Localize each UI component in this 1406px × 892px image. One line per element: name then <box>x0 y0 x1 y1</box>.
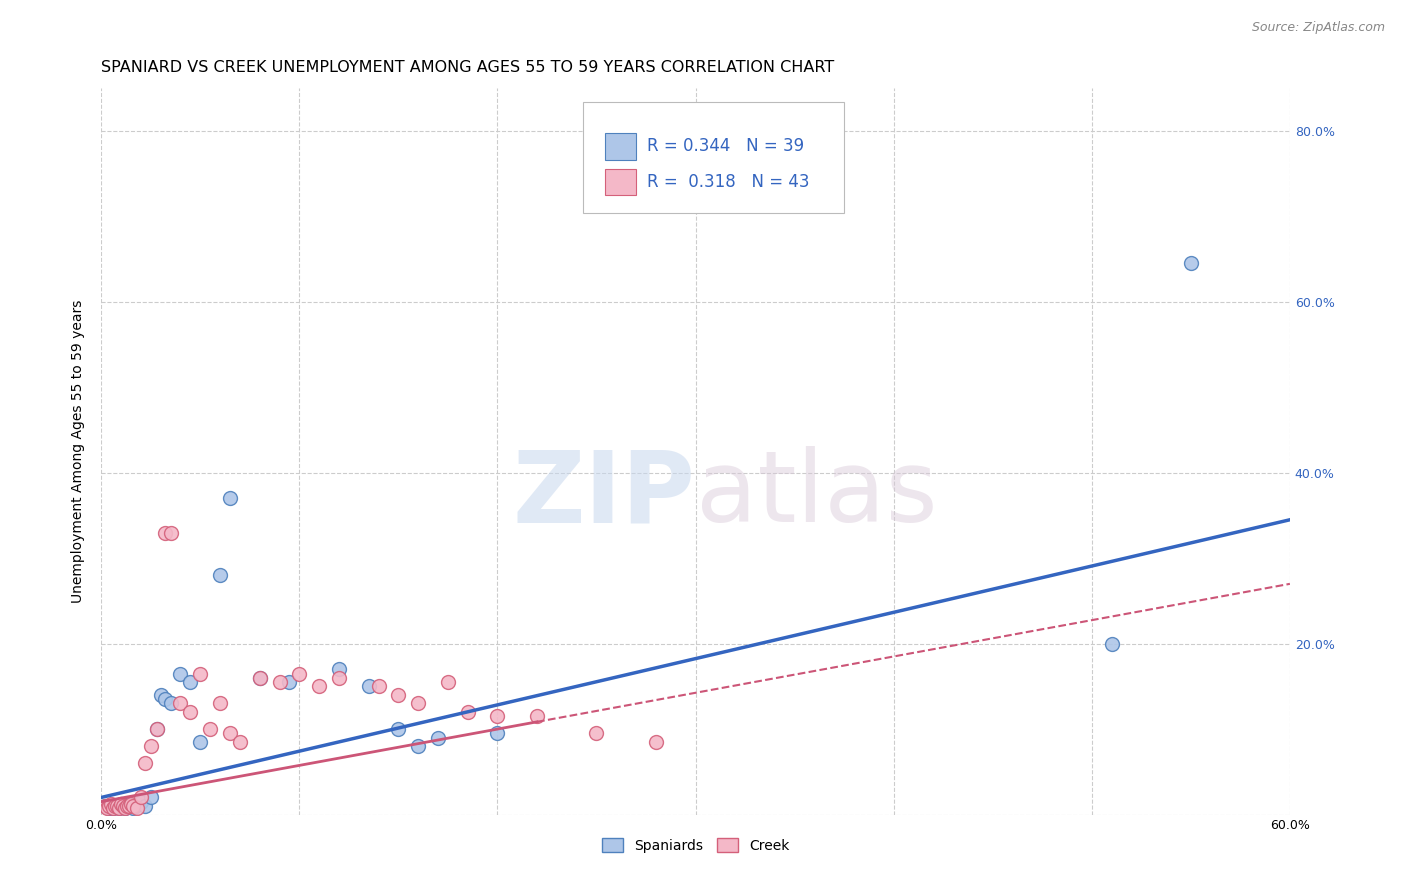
Point <box>134 799 156 814</box>
Point <box>108 800 131 814</box>
Point <box>94 799 117 814</box>
Point <box>1180 256 1202 270</box>
Point <box>134 756 156 771</box>
Point <box>98 799 121 814</box>
Point <box>486 726 509 740</box>
Point <box>122 799 145 814</box>
Point <box>105 799 128 814</box>
Point <box>101 800 124 814</box>
Point <box>129 790 152 805</box>
Point <box>1101 637 1123 651</box>
Text: SPANIARD VS CREEK UNEMPLOYMENT AMONG AGES 55 TO 59 YEARS CORRELATION CHART: SPANIARD VS CREEK UNEMPLOYMENT AMONG AGE… <box>101 60 835 75</box>
Point <box>125 797 148 812</box>
Point <box>96 800 118 814</box>
Text: atlas: atlas <box>696 447 938 543</box>
Point <box>159 697 181 711</box>
Point <box>108 800 131 814</box>
Point <box>328 671 350 685</box>
Point <box>188 666 211 681</box>
Point <box>198 722 221 736</box>
Point <box>169 697 191 711</box>
Point <box>229 735 252 749</box>
Point <box>188 735 211 749</box>
Point <box>139 739 162 754</box>
Point <box>145 722 167 736</box>
Point <box>219 491 242 506</box>
Point <box>96 799 118 814</box>
Point <box>145 722 167 736</box>
Point <box>122 800 145 814</box>
Point <box>124 799 146 814</box>
Point <box>486 709 509 723</box>
Point <box>219 726 242 740</box>
Point <box>149 688 172 702</box>
Point <box>100 799 122 814</box>
Point <box>209 568 232 582</box>
Point <box>118 799 141 814</box>
Point <box>129 795 152 809</box>
Point <box>139 790 162 805</box>
Point <box>169 666 191 681</box>
Point <box>110 797 132 812</box>
Point <box>114 800 136 814</box>
Point <box>118 797 141 812</box>
Point <box>328 662 350 676</box>
Point <box>115 799 138 814</box>
Point <box>437 675 460 690</box>
Point <box>115 799 138 814</box>
Point <box>269 675 291 690</box>
Text: Source: ZipAtlas.com: Source: ZipAtlas.com <box>1251 21 1385 34</box>
Point <box>179 705 201 719</box>
Point <box>120 799 142 814</box>
Point <box>209 697 232 711</box>
Point <box>288 666 311 681</box>
Point <box>406 739 429 754</box>
Y-axis label: Unemployment Among Ages 55 to 59 years: Unemployment Among Ages 55 to 59 years <box>72 300 86 603</box>
Point <box>367 679 389 693</box>
Point <box>111 799 134 814</box>
Point <box>110 797 132 812</box>
Point <box>249 671 271 685</box>
Point <box>249 671 271 685</box>
Point <box>114 800 136 814</box>
Point <box>111 799 134 814</box>
Point <box>585 726 607 740</box>
Legend: Spaniards, Creek: Spaniards, Creek <box>596 832 794 858</box>
Point <box>104 799 127 814</box>
Point <box>98 800 121 814</box>
Point <box>308 679 330 693</box>
Point <box>387 688 409 702</box>
Text: ZIP: ZIP <box>513 447 696 543</box>
Point <box>153 525 176 540</box>
Text: R =  0.318   N = 43: R = 0.318 N = 43 <box>647 173 810 191</box>
Point <box>125 800 148 814</box>
Text: R = 0.344   N = 39: R = 0.344 N = 39 <box>647 137 804 155</box>
Point <box>457 705 479 719</box>
Point <box>153 692 176 706</box>
Point <box>278 675 301 690</box>
Point <box>387 722 409 736</box>
Point <box>526 709 548 723</box>
Point <box>645 735 668 749</box>
Point <box>104 799 127 814</box>
Point <box>101 800 124 814</box>
Point <box>105 799 128 814</box>
Point <box>427 731 450 745</box>
Point <box>159 525 181 540</box>
Point <box>357 679 380 693</box>
Point <box>94 799 117 814</box>
Point <box>120 797 142 812</box>
Point <box>100 797 122 812</box>
Point <box>406 697 429 711</box>
Point <box>179 675 201 690</box>
